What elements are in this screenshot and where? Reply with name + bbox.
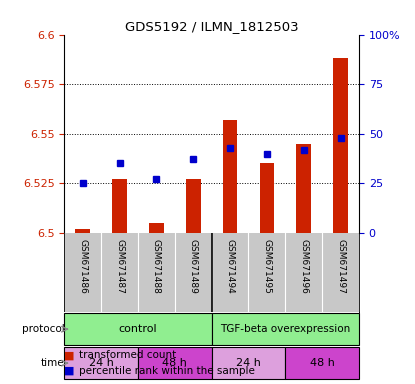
Text: time: time [41, 358, 64, 368]
Text: GSM671488: GSM671488 [152, 239, 161, 294]
Text: TGF-beta overexpression: TGF-beta overexpression [220, 324, 350, 334]
Bar [223, 120, 237, 233]
Text: 24 h: 24 h [236, 358, 261, 368]
Bar [333, 58, 348, 233]
Text: percentile rank within the sample: percentile rank within the sample [79, 366, 255, 376]
Bar [296, 144, 311, 233]
Text: 48 h: 48 h [162, 358, 187, 368]
Bar [64, 313, 212, 346]
Text: 48 h: 48 h [310, 358, 334, 368]
Text: protocol: protocol [22, 324, 64, 334]
Bar [138, 347, 212, 379]
Bar [286, 347, 359, 379]
Bar [64, 347, 138, 379]
Bar [112, 179, 127, 233]
Bar [212, 347, 286, 379]
Text: GSM671486: GSM671486 [78, 239, 87, 294]
Bar [149, 223, 164, 233]
Text: GSM671487: GSM671487 [115, 239, 124, 294]
Text: transformed count: transformed count [79, 350, 176, 360]
Text: control: control [119, 324, 157, 334]
Title: GDS5192 / ILMN_1812503: GDS5192 / ILMN_1812503 [125, 20, 298, 33]
Bar [259, 164, 274, 233]
Text: 24 h: 24 h [89, 358, 114, 368]
Text: GSM671497: GSM671497 [336, 239, 345, 294]
Text: GSM671495: GSM671495 [262, 239, 271, 294]
Text: ■: ■ [64, 350, 75, 360]
Text: GSM671496: GSM671496 [299, 239, 308, 294]
Text: ■: ■ [64, 366, 75, 376]
Bar [186, 179, 200, 233]
Bar [76, 229, 90, 233]
Text: GSM671489: GSM671489 [189, 239, 198, 294]
Bar [212, 313, 359, 346]
Text: GSM671494: GSM671494 [226, 239, 234, 294]
